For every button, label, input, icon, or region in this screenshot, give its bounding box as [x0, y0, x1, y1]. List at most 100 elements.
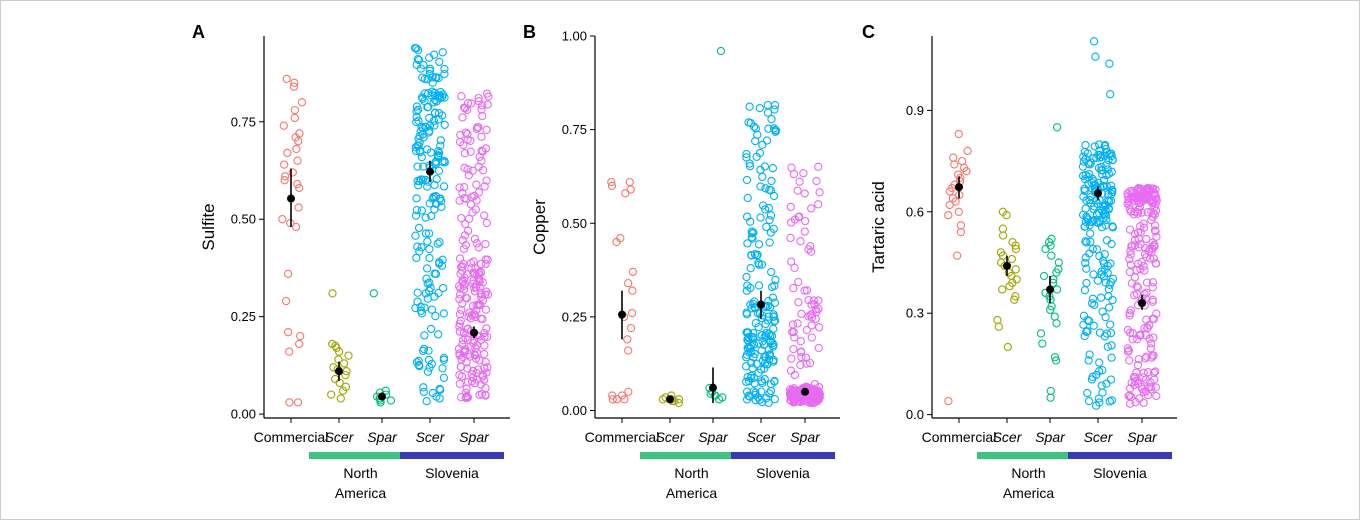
x-tick-label: Scer	[1084, 429, 1114, 445]
group-bar	[640, 452, 743, 459]
data-point	[425, 278, 434, 287]
data-point	[280, 172, 290, 181]
data-point	[767, 267, 776, 277]
data-point	[805, 358, 815, 368]
data-point	[424, 346, 433, 355]
data-point	[1082, 278, 1091, 288]
data-point	[1051, 356, 1061, 365]
group-label: North	[1011, 465, 1045, 481]
data-point	[422, 397, 431, 406]
data-point	[785, 389, 795, 398]
data-point	[289, 82, 299, 91]
y-tick-label: 0.9	[906, 103, 924, 118]
mean-point	[709, 383, 717, 392]
data-point	[788, 327, 797, 337]
data-point	[480, 363, 489, 373]
data-point	[789, 344, 798, 354]
data-point	[464, 171, 473, 180]
data-point	[1106, 328, 1116, 338]
data-point	[1086, 229, 1095, 238]
data-point	[762, 136, 772, 145]
mean-point	[618, 310, 626, 319]
data-point	[455, 379, 464, 388]
data-point	[1046, 393, 1055, 402]
data-point	[1087, 299, 1097, 308]
data-point	[290, 105, 300, 115]
series-points	[369, 289, 396, 407]
data-point	[748, 364, 757, 373]
data-point	[1151, 192, 1160, 201]
data-point	[1149, 209, 1158, 218]
data-point	[424, 128, 434, 137]
data-point	[1088, 294, 1098, 303]
data-point	[814, 296, 823, 305]
data-point	[750, 250, 760, 259]
data-point	[755, 395, 764, 405]
data-point	[293, 179, 302, 189]
data-point	[439, 373, 449, 382]
data-point	[482, 368, 491, 377]
data-point	[458, 336, 468, 345]
data-point	[481, 290, 490, 299]
data-point	[751, 136, 760, 146]
data-point	[1107, 189, 1116, 199]
data-point	[807, 321, 816, 330]
data-point	[435, 57, 444, 67]
data-point	[1099, 176, 1109, 185]
data-point	[751, 124, 760, 133]
panel-letter: C	[862, 22, 875, 42]
mean-point	[757, 300, 765, 309]
data-point	[290, 78, 299, 87]
data-point	[474, 93, 483, 103]
data-point	[1104, 285, 1114, 294]
data-point	[764, 345, 774, 354]
data-point	[1090, 202, 1099, 211]
data-point	[1103, 342, 1112, 351]
data-point	[1125, 384, 1135, 393]
data-point	[770, 105, 779, 114]
data-point	[280, 176, 289, 185]
data-point	[291, 222, 301, 232]
data-point	[1137, 208, 1146, 217]
series-points	[993, 207, 1021, 352]
mean-point	[470, 328, 478, 337]
data-point	[461, 388, 471, 397]
data-point	[746, 264, 755, 273]
data-point	[956, 221, 966, 230]
data-point	[436, 136, 445, 145]
data-point	[1092, 401, 1101, 410]
data-point	[424, 229, 434, 238]
data-point	[1139, 373, 1148, 382]
data-point	[1083, 388, 1092, 398]
data-point	[455, 196, 464, 205]
data-point	[467, 377, 477, 386]
data-point	[460, 231, 470, 240]
data-point	[463, 325, 472, 334]
data-point	[807, 393, 817, 402]
data-point	[1141, 331, 1150, 340]
data-point	[790, 389, 799, 398]
data-point	[455, 310, 465, 319]
data-point	[1101, 206, 1110, 215]
data-point	[430, 205, 439, 214]
data-point	[953, 251, 962, 260]
data-point	[416, 302, 425, 311]
series-points	[410, 43, 449, 406]
data-point	[439, 309, 448, 318]
data-point	[1132, 186, 1141, 195]
data-point	[756, 182, 765, 191]
data-point	[462, 358, 471, 367]
data-point	[463, 377, 473, 387]
data-point	[762, 222, 771, 232]
data-point	[771, 275, 780, 284]
group-label-line2: America	[666, 485, 718, 501]
data-point	[607, 177, 616, 187]
data-point	[769, 224, 778, 233]
data-point	[763, 360, 772, 369]
data-point	[749, 299, 758, 309]
data-point	[425, 64, 435, 73]
data-point	[436, 141, 445, 150]
data-point	[429, 116, 439, 126]
data-point	[607, 181, 617, 190]
